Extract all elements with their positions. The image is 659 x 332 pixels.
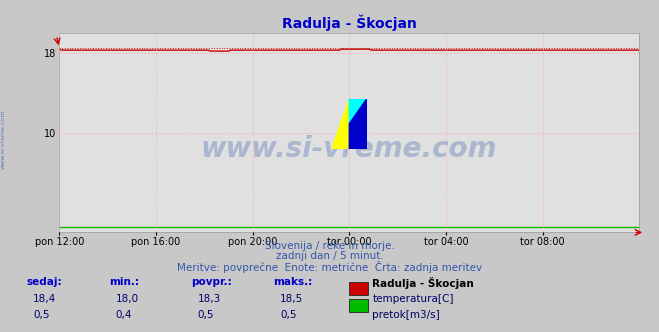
Text: Radulja - Škocjan: Radulja - Škocjan [372, 277, 474, 289]
Text: 18,5: 18,5 [280, 294, 303, 304]
Text: 18,3: 18,3 [198, 294, 221, 304]
Polygon shape [332, 99, 349, 149]
Title: Radulja - Škocjan: Radulja - Škocjan [282, 14, 416, 31]
Text: Meritve: povprečne  Enote: metrične  Črta: zadnja meritev: Meritve: povprečne Enote: metrične Črta:… [177, 261, 482, 273]
Text: maks.:: maks.: [273, 277, 313, 287]
Text: 18,4: 18,4 [33, 294, 56, 304]
Text: 0,5: 0,5 [33, 310, 49, 320]
Polygon shape [349, 99, 366, 149]
Text: 18,0: 18,0 [115, 294, 138, 304]
Polygon shape [349, 99, 366, 124]
Text: 0,5: 0,5 [280, 310, 297, 320]
Text: povpr.:: povpr.: [191, 277, 232, 287]
Text: pretok[m3/s]: pretok[m3/s] [372, 310, 440, 320]
Text: 0,5: 0,5 [198, 310, 214, 320]
Text: 0,4: 0,4 [115, 310, 132, 320]
Text: www.si-vreme.com: www.si-vreme.com [201, 135, 498, 163]
Text: zadnji dan / 5 minut.: zadnji dan / 5 minut. [275, 251, 384, 261]
Text: sedaj:: sedaj: [26, 277, 62, 287]
Text: www.si-vreme.com: www.si-vreme.com [1, 110, 6, 169]
Text: temperatura[C]: temperatura[C] [372, 294, 454, 304]
Text: min.:: min.: [109, 277, 139, 287]
Text: Slovenija / reke in morje.: Slovenija / reke in morje. [264, 241, 395, 251]
